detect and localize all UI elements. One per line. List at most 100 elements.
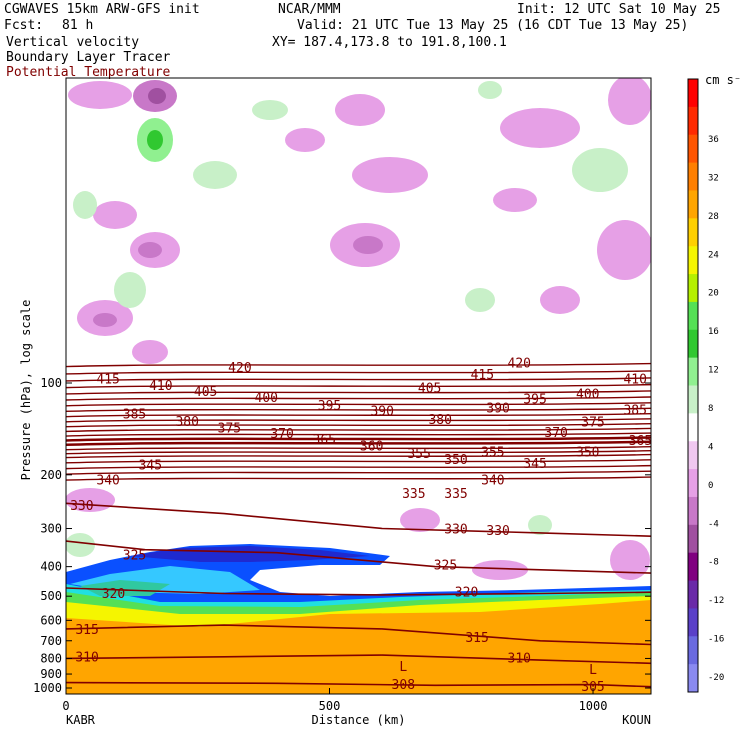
theta-label: 380 (428, 413, 451, 428)
isentrope (66, 370, 651, 375)
model-title: CGWAVES 15km ARW-GFS init (4, 2, 200, 17)
plot-frame (65, 77, 652, 695)
valid-time: Valid: 21 UTC Tue 13 May 25 (16 CDT Tue … (297, 18, 689, 33)
colorbar-swatch (688, 106, 698, 136)
isentrope (66, 436, 651, 442)
colorbar-swatch (688, 552, 698, 582)
colorbar-level: 32 (708, 173, 719, 183)
updraft-patch (252, 100, 288, 120)
xy-section: XY= 187.4,173.8 to 191.8,100.1 (272, 35, 507, 50)
isentrope (66, 396, 651, 401)
downdraft-patch (400, 508, 440, 532)
org-label: NCAR/MMM (278, 2, 341, 17)
init-time: Init: 12 UTC Sat 10 May 25 (517, 2, 721, 17)
theta-label: 420 (228, 361, 251, 376)
theta-label: 325 (123, 548, 146, 563)
colorbar-level: -12 (708, 596, 724, 606)
theta-label: 395 (318, 399, 341, 414)
isentrope (66, 383, 651, 389)
x-end-station: KOUN (622, 713, 651, 727)
potential-temperature-contours (66, 362, 651, 688)
theta-label: 410 (149, 379, 172, 394)
theta-label: 375 (218, 421, 241, 436)
theta-label: 380 (175, 415, 198, 430)
colorbar-swatch (688, 301, 698, 331)
y-tick-label: 900 (40, 667, 62, 681)
colorbar-swatch (688, 608, 698, 637)
isentrope (66, 423, 651, 428)
isentrope (66, 412, 651, 418)
theta-label: 350 (576, 445, 599, 460)
colorbar-swatch (688, 664, 698, 693)
isentrope (66, 427, 651, 433)
filled-contours (66, 78, 651, 694)
downdraft-core (93, 313, 117, 327)
updraft-core (147, 130, 163, 150)
updraft-patch (572, 148, 628, 192)
downdraft-patch (610, 540, 650, 580)
potential-temperature-labels: 420 420 415 415 410 410 405 405 400 400 395 395 390 3… (70, 357, 652, 695)
colorbar-swatch (688, 580, 698, 609)
theta-label: 370 (270, 427, 293, 442)
theta-label: 330 (70, 499, 93, 514)
colorbar-level: 12 (708, 366, 719, 376)
theta-label: 355 (481, 445, 504, 460)
theta-label: 395 (523, 392, 546, 407)
isentrope (66, 540, 651, 574)
theta-label: 385 (123, 408, 146, 423)
colorbar-level: -20 (708, 673, 724, 683)
updraft-patch (66, 533, 95, 557)
colorbar-swatch (688, 357, 698, 386)
colorbar-swatch (688, 190, 698, 219)
updraft-patch (528, 515, 552, 535)
downdraft-patch (68, 81, 132, 109)
tracer-high-region (66, 598, 651, 694)
theta-label: 310 (75, 650, 98, 665)
updraft-patch (465, 288, 495, 312)
downdraft-patch (540, 286, 580, 314)
colorbar-frame (687, 78, 699, 693)
isentrope (66, 587, 651, 596)
isentrope (66, 432, 651, 437)
theta-label: 375 (581, 416, 604, 431)
isentrope (66, 624, 651, 646)
colorbar-swatch (688, 329, 698, 359)
downdraft-patch (132, 340, 168, 364)
theta-label: L (589, 663, 597, 678)
theta-label: 400 (576, 388, 599, 403)
forecast-hour: 81 h (62, 18, 94, 33)
theta-label: 365 (313, 433, 336, 448)
y-axis-label: Pressure (hPa), log scale (19, 300, 33, 481)
updraft-patch (478, 81, 502, 99)
downdraft-patch (608, 78, 651, 125)
theta-label: 340 (96, 473, 119, 488)
theta-label: 405 (194, 385, 217, 400)
theta-label: 340 (481, 473, 504, 488)
downdraft-core (148, 88, 166, 104)
updraft-patch (114, 272, 146, 308)
downdraft-patch (472, 560, 528, 580)
updraft-patch (73, 191, 97, 219)
isentrope (66, 390, 651, 395)
y-tick-label: 200 (40, 468, 62, 482)
isentrope (66, 654, 651, 665)
isentrope (66, 446, 651, 451)
isentrope (66, 502, 651, 537)
isentrope (66, 407, 651, 413)
x-tick-label: 1000 (579, 699, 608, 713)
y-tick-label: 800 (40, 651, 62, 665)
theta-label: 345 (523, 457, 546, 472)
colorbar-swatch (688, 636, 698, 665)
theta-label: 320 (455, 586, 478, 601)
colorbar-unit: cm s⁻¹ (705, 73, 740, 87)
colorbar-swatch (688, 246, 698, 275)
colorbar-swatch (688, 385, 698, 414)
theta-label: 315 (465, 631, 488, 646)
theta-label: 370 (544, 426, 567, 441)
colorbar-level: 28 (708, 212, 719, 222)
forecast-label: Fcst: (4, 18, 44, 33)
colorbar-swatch (688, 218, 698, 247)
isentrope (66, 459, 651, 464)
